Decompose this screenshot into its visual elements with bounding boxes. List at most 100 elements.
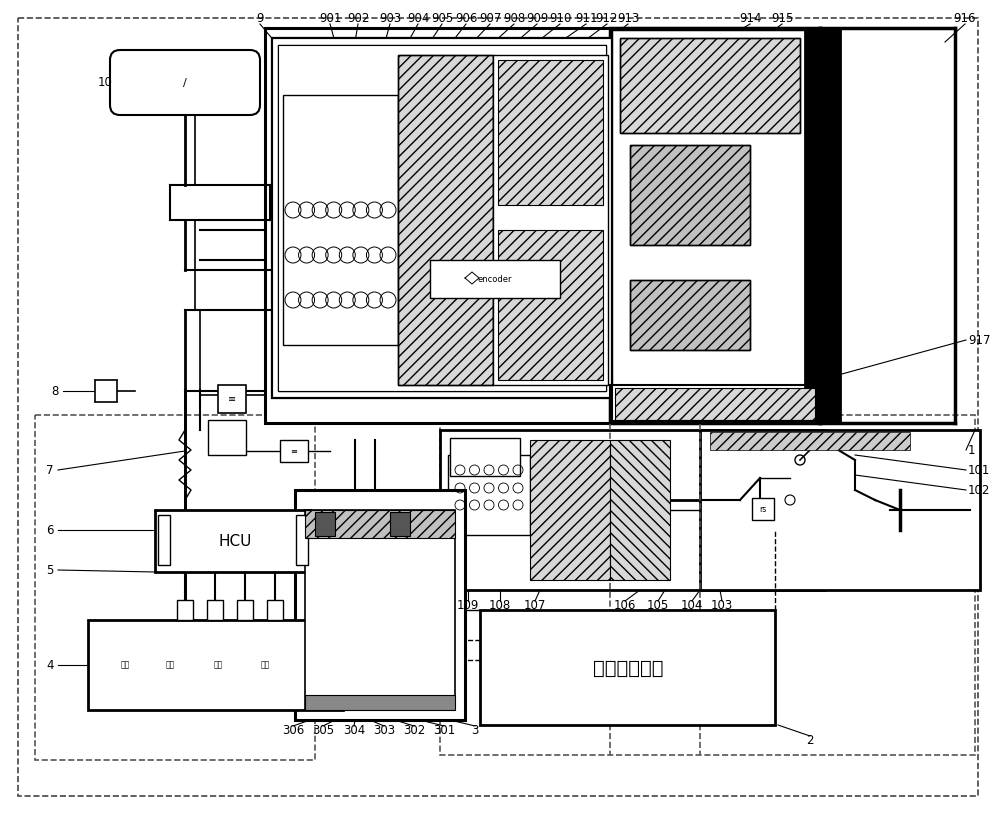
Text: encoder: encoder [478,275,512,284]
Bar [493,55,608,385]
Text: 903: 903 [379,11,401,24]
Text: 916: 916 [954,11,976,24]
Bar [498,230,603,380]
Bar [448,455,530,535]
Text: 906: 906 [455,11,477,24]
Bar [315,512,335,536]
Bar [710,432,910,450]
Text: ≡: ≡ [290,446,298,455]
Bar [35,415,315,760]
Bar [630,280,750,350]
Text: 电子控制单元: 电子控制单元 [593,659,663,677]
Bar [177,600,193,620]
Bar [805,28,840,423]
Bar [430,260,560,298]
Bar [610,385,820,423]
Bar [88,620,343,710]
Text: 304: 304 [343,724,365,737]
Bar [530,440,610,580]
Bar [615,388,815,420]
Text: 905: 905 [431,11,453,24]
Text: 左后: 左后 [165,660,175,669]
Bar [620,38,800,133]
Bar [610,440,670,580]
Text: 104: 104 [681,598,703,611]
Bar [398,55,493,385]
FancyBboxPatch shape [110,50,260,115]
Text: 914: 914 [739,11,761,24]
Text: 105: 105 [647,598,669,611]
Text: HCU: HCU [218,533,252,549]
Text: 103: 103 [711,598,733,611]
Text: 101: 101 [968,463,990,476]
Text: 5: 5 [46,563,54,576]
Bar [208,420,246,455]
Text: 908: 908 [503,11,525,24]
Bar [498,60,603,205]
Bar [440,430,825,590]
Text: 911: 911 [575,11,597,24]
Text: 3: 3 [471,724,479,737]
Text: 902: 902 [347,11,369,24]
Bar [95,380,117,402]
Text: 904: 904 [407,11,429,24]
Text: 901: 901 [319,11,341,24]
Text: 305: 305 [312,724,334,737]
Text: 右后: 右后 [120,660,130,669]
Text: 306: 306 [282,724,304,737]
Text: 915: 915 [771,11,793,24]
Bar [207,600,223,620]
Text: 左前: 左前 [260,660,270,669]
Text: 9: 9 [256,11,264,24]
Text: 109: 109 [457,598,479,611]
Bar [612,30,818,421]
Bar [305,695,455,710]
Text: 10: 10 [98,76,112,89]
Bar [295,490,465,720]
Bar [305,510,455,710]
Text: 2: 2 [806,733,814,746]
Bar [612,30,818,421]
Bar [237,600,253,620]
Text: 302: 302 [403,724,425,737]
Bar [700,430,980,590]
Text: 917: 917 [968,333,990,346]
Bar [630,145,750,245]
Bar [265,28,820,423]
Bar [218,385,246,413]
Text: 6: 6 [46,524,54,537]
Text: 8: 8 [51,385,59,398]
Bar [450,438,520,476]
Text: 910: 910 [549,11,571,24]
Text: 4: 4 [46,659,54,672]
Bar [272,38,612,398]
Bar [272,38,612,398]
Bar [296,515,308,565]
Bar [630,280,750,350]
Text: 1: 1 [968,444,976,457]
Text: 108: 108 [489,598,511,611]
Text: 913: 913 [617,11,639,24]
Text: 912: 912 [596,11,618,24]
Bar [620,38,800,133]
Text: 303: 303 [373,724,395,737]
Bar [398,55,493,385]
Bar [305,510,455,538]
Text: 301: 301 [433,724,455,737]
Bar [630,145,750,245]
Bar [440,415,975,755]
Bar [155,510,310,572]
Text: rs: rs [759,505,767,514]
Text: 106: 106 [614,598,636,611]
Text: 909: 909 [526,11,548,24]
Text: 右前: 右前 [213,660,223,669]
Bar [283,95,398,345]
Bar [752,498,774,520]
Text: 107: 107 [524,598,546,611]
Text: /: / [183,78,187,88]
Bar [267,600,283,620]
Bar [480,610,775,725]
Text: 907: 907 [479,11,501,24]
Text: ≡: ≡ [228,394,236,404]
Bar [610,28,820,423]
